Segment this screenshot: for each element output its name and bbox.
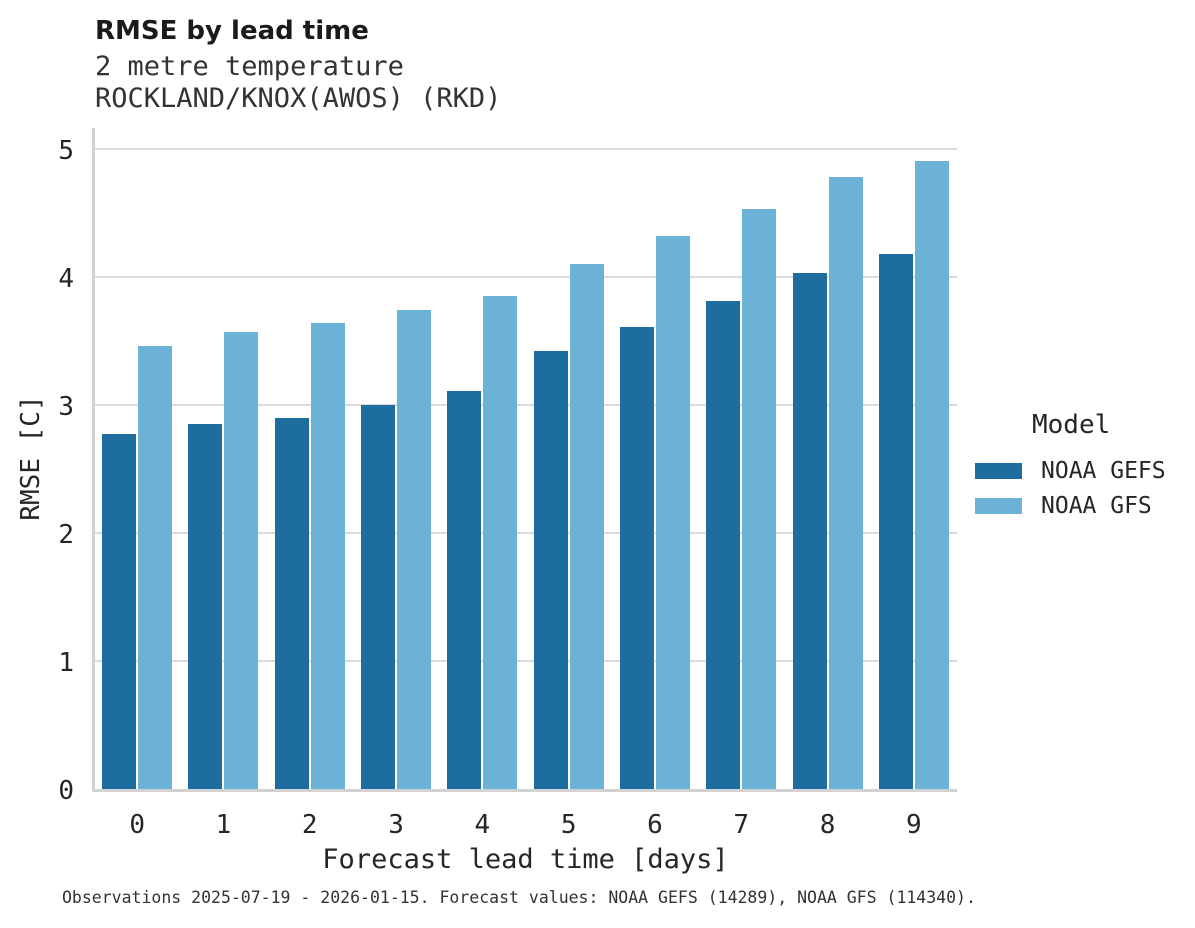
- legend-swatch-icon: [975, 497, 1022, 514]
- chart-title: RMSE by lead time: [95, 16, 369, 46]
- bar-noaa-gfs-lead7: [742, 209, 777, 789]
- y-tick-3: 3: [58, 391, 74, 422]
- bar-noaa-gfs-lead9: [914, 160, 949, 789]
- x-tick-1: 1: [215, 810, 232, 840]
- bar-noaa-gfs-lead2: [310, 323, 345, 789]
- y-tick-5: 5: [58, 135, 74, 166]
- y-axis-spine: [92, 128, 95, 792]
- legend-label: NOAA GFS: [1041, 492, 1152, 519]
- gridline-y1: [94, 660, 957, 662]
- x-tick-4: 4: [474, 810, 491, 840]
- legend-label: NOAA GEFS: [1041, 457, 1166, 484]
- bar-noaa-gefs-lead5: [533, 351, 568, 789]
- legend-entry-noaa-gefs: NOAA GEFS: [975, 453, 1190, 488]
- legend: Model NOAA GEFS NOAA GFS: [975, 410, 1190, 523]
- x-tick-0: 0: [129, 810, 145, 840]
- chart-subtitle-variable: 2 metre temperature: [95, 51, 404, 82]
- bar-noaa-gfs-lead5: [569, 264, 604, 789]
- y-tick-4: 4: [58, 263, 74, 294]
- chart-subtitle-station: ROCKLAND/KNOX(AWOS) (RKD): [95, 83, 502, 114]
- bar-noaa-gefs-lead8: [792, 273, 827, 789]
- bar-noaa-gfs-lead4: [483, 296, 518, 789]
- x-tick-5: 5: [560, 810, 577, 840]
- gridline-y2: [94, 532, 957, 534]
- bar-noaa-gfs-lead6: [655, 236, 690, 789]
- bar-noaa-gefs-lead1: [188, 424, 223, 789]
- bar-noaa-gefs-lead6: [619, 326, 654, 789]
- gridline-y5: [94, 148, 957, 150]
- x-tick-9: 9: [906, 810, 922, 840]
- bar-noaa-gfs-lead0: [138, 346, 173, 789]
- bar-noaa-gefs-lead3: [361, 405, 396, 789]
- x-axis-baseline: [92, 789, 957, 792]
- x-tick-2: 2: [301, 810, 318, 840]
- x-tick-8: 8: [819, 810, 836, 840]
- x-axis-label: Forecast lead time [days]: [322, 844, 729, 875]
- bar-noaa-gfs-lead1: [224, 332, 259, 789]
- bar-noaa-gfs-lead3: [397, 310, 432, 789]
- y-tick-0: 0: [58, 775, 74, 806]
- bar-noaa-gefs-lead2: [274, 417, 309, 789]
- caption: Observations 2025-07-19 - 2026-01-15. Fo…: [62, 888, 976, 907]
- bar-noaa-gefs-lead4: [447, 390, 482, 789]
- y-tick-2: 2: [58, 519, 74, 550]
- legend-swatch-icon: [975, 462, 1022, 479]
- bar-noaa-gefs-lead7: [706, 301, 741, 789]
- bar-noaa-gfs-lead8: [828, 177, 863, 789]
- x-tick-6: 6: [647, 810, 663, 840]
- gridline-y4: [94, 276, 957, 278]
- x-tick-3: 3: [388, 810, 404, 840]
- bar-noaa-gefs-lead0: [102, 434, 137, 789]
- legend-title: Model: [1032, 410, 1111, 440]
- plot-area: [92, 128, 957, 792]
- legend-entry-noaa-gfs: NOAA GFS: [975, 488, 1190, 523]
- gridline-y3: [94, 404, 957, 406]
- bar-noaa-gefs-lead9: [878, 253, 913, 789]
- x-tick-7: 7: [733, 810, 750, 840]
- y-tick-1: 1: [58, 647, 74, 678]
